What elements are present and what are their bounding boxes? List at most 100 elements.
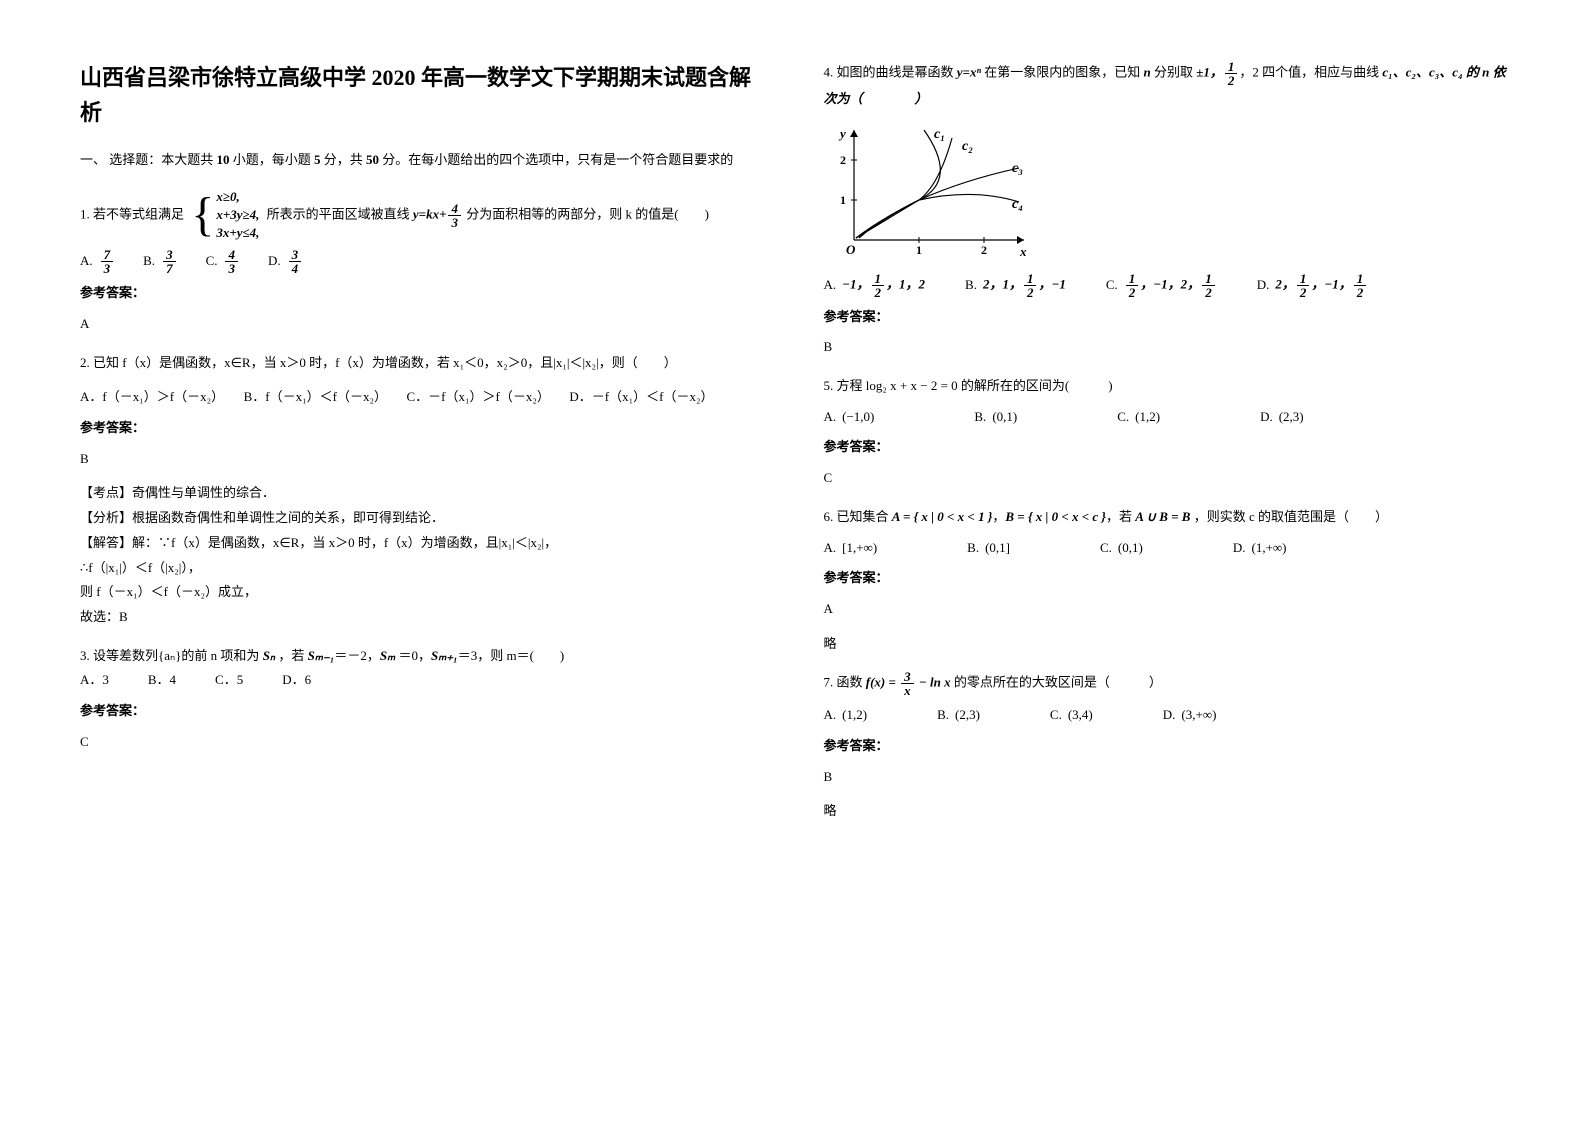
- q3-ans-label: 参考答案：: [80, 699, 764, 724]
- q4-d-tail: ，−1，: [1311, 276, 1351, 291]
- q7-a-lab: A.: [824, 703, 837, 728]
- question-4: 4. 如图的曲线是幂函数 y=xⁿ 在第一象限内的图象，已知 n 分别取 ±1，…: [824, 60, 1508, 360]
- q4-d-fn: 1: [1297, 272, 1310, 286]
- q1-b-d: 7: [163, 262, 176, 275]
- q7-fn: 3: [901, 670, 914, 684]
- q4-a-lab: A.: [824, 273, 837, 298]
- q3-opts: A．3 B．4 C．5 D．6: [80, 668, 764, 693]
- q4-mid2: 分别取: [1151, 64, 1197, 79]
- q1-sys-r1: x+3y≥4,: [216, 206, 259, 224]
- q7-mid: − ln x: [916, 675, 951, 690]
- q7-ans: B: [824, 765, 1508, 790]
- q1-line-frac: 43: [448, 202, 461, 229]
- q7-b-t: (2,3): [955, 703, 980, 728]
- q5-opt-a: A.(−1,0): [824, 405, 875, 430]
- q6-opt-c: C.(0,1): [1100, 536, 1143, 561]
- svg-text:O: O: [846, 242, 856, 257]
- q4-a-fd: 2: [872, 286, 885, 299]
- q1-c-n: 4: [225, 248, 238, 262]
- q2-ans: B: [80, 447, 764, 472]
- q6-opt-b: B.(0,1]: [967, 536, 1010, 561]
- brace-icon: {: [191, 191, 214, 239]
- svg-text:1: 1: [916, 243, 922, 257]
- q1-c-d: 3: [225, 262, 238, 275]
- q7-opt-b: B.(2,3): [937, 703, 980, 728]
- q1-opt-d: D.34: [268, 248, 303, 275]
- q3-s0: 3. 设等差数列{aₙ}的前 n 项和为: [80, 648, 263, 663]
- q6-A: A = { x | 0 < x < 1 }: [892, 509, 993, 524]
- svg-text:c₄: c₄: [1012, 197, 1023, 212]
- question-6: 6. 已知集合 A = { x | 0 < x < 1 }，B = { x | …: [824, 505, 1508, 656]
- q4-b-t: 2，1，: [983, 276, 1022, 291]
- q7-c-lab: C.: [1050, 703, 1062, 728]
- svg-text:2: 2: [981, 243, 987, 257]
- q4-c-lab: C.: [1106, 273, 1118, 298]
- q4-c-f2d: 2: [1202, 286, 1215, 299]
- q6-opt-a: A.[1,+∞): [824, 536, 878, 561]
- q4-opt-c: C. 12，−1，2，12: [1106, 272, 1217, 299]
- q4-b-fd: 2: [1024, 286, 1037, 299]
- question-2: 2. 已知 f（x）是偶函数，x∈R，当 x＞0 时，f（x）为增函数，若 x₁…: [80, 351, 764, 630]
- q1-d-d: 4: [289, 262, 302, 275]
- q6-comma: ，: [992, 509, 1005, 524]
- q5-d-lab: D.: [1260, 405, 1273, 430]
- q5-ans-label: 参考答案：: [824, 435, 1508, 460]
- q5-opt-c: C.(1,2): [1117, 405, 1160, 430]
- q5-d-t: (2,3): [1279, 405, 1304, 430]
- q6-ans-label: 参考答案：: [824, 566, 1508, 591]
- q2-kd: 【考点】奇偶性与单调性的综合．: [80, 481, 764, 506]
- q1-opt-b: B.37: [143, 248, 177, 275]
- q6-ans: A: [824, 597, 1508, 622]
- q1-c-lab: C.: [206, 249, 218, 274]
- doc-title: 山西省吕梁市徐特立高级中学 2020 年高一数学文下学期期末试题含解析: [80, 60, 764, 130]
- q2-fx: 【分析】根据函数奇偶性和单调性之间的关系，即可得到结论．: [80, 506, 764, 531]
- q1-sys-r0: x≥0,: [216, 188, 259, 206]
- svg-text:1: 1: [840, 193, 846, 207]
- q7-d-lab: D.: [1163, 703, 1176, 728]
- section-intro: 一、 选择题：本大题共 10 小题，每小题 5 分，共 50 分。在每小题给出的…: [80, 148, 764, 171]
- question-5: 5. 方程 log₂ x + x − 2 = 0 的解所在的区间为( ) A.(…: [824, 374, 1508, 491]
- question-1: 1. 若不等式组满足 { x≥0, x+3y≥4, 3x+y≤4, 所表示的平面…: [80, 188, 764, 337]
- intro-t6: 分。在每小题给出的四个选项中，只有是一个符合题目要求的: [379, 152, 733, 167]
- question-7: 7. 函数 f(x) = 3x − ln x 的零点所在的大致区间是（ ） A.…: [824, 670, 1508, 824]
- intro-b5: 50: [366, 152, 379, 167]
- q4-d-f2n: 1: [1354, 272, 1367, 286]
- q4-graph: 1212Oxyc₁c₂c₃c₄: [824, 120, 1034, 260]
- q4-ans-label: 参考答案：: [824, 305, 1508, 330]
- q4-half-n: 1: [1225, 60, 1238, 74]
- q1-sys-r2: 3x+y≤4,: [216, 224, 259, 242]
- q1-opt-c: C. 43: [206, 248, 240, 275]
- q6-pre: 6. 已知集合: [824, 509, 892, 524]
- q5-b-lab: B.: [974, 405, 986, 430]
- q6-a-t: [1,+∞): [842, 536, 877, 561]
- q6-d-lab: D.: [1233, 536, 1246, 561]
- q2-jd1: 【解答】解：∵f（x）是偶函数，x∈R，当 x＞0 时，f（x）为增函数，且|x…: [80, 531, 764, 556]
- q7-pre: 7. 函数: [824, 675, 866, 690]
- q4-fn: y=xⁿ: [957, 64, 981, 79]
- q1-options: A.73 B.37 C.43 D.34: [80, 248, 764, 275]
- q2-ans-label: 参考答案：: [80, 416, 764, 441]
- q4-d-f2d: 2: [1354, 286, 1367, 299]
- q7-d-t: (3,+∞): [1181, 703, 1216, 728]
- q5-expr: log₂ x + x − 2 = 0: [866, 378, 958, 393]
- q3-s7: Sₘ₊₁: [431, 648, 458, 663]
- q7-options: A.(1,2) B.(2,3) C.(3,4) D.(3,+∞): [824, 703, 1508, 728]
- q1-b-n: 3: [163, 248, 176, 262]
- q6-c-lab: C.: [1100, 536, 1112, 561]
- q6-c-t: (0,1): [1118, 536, 1143, 561]
- q7-opt-c: C.(3,4): [1050, 703, 1093, 728]
- q4-c-f2n: 1: [1202, 272, 1215, 286]
- q6-options: A.[1,+∞) B.(0,1] C.(0,1) D.(1,+∞): [824, 536, 1508, 561]
- q4-vals: ±1，: [1196, 64, 1223, 79]
- question-3: 3. 设等差数列{aₙ}的前 n 项和为 Sₙ ，若 Sₘ₋₁＝－2，Sₘ ＝0…: [80, 644, 764, 755]
- left-column: 山西省吕梁市徐特立高级中学 2020 年高一数学文下学期期末试题含解析 一、 选…: [80, 60, 764, 838]
- q2-jd4: 故选：B: [80, 605, 764, 630]
- q3-s3: Sₘ₋₁: [308, 648, 335, 663]
- q6-tail: ，则实数 c 的取值范围是（ ）: [1190, 509, 1388, 524]
- q5-c-lab: C.: [1117, 405, 1129, 430]
- intro-t2: 小题，每小题: [230, 152, 315, 167]
- q4-c-mid: ，−1，2，: [1140, 276, 1200, 291]
- q7-opt-d: D.(3,+∞): [1163, 703, 1217, 728]
- q2-jd3: 则 f（－x₁）＜f（－x₂）成立，: [80, 580, 764, 605]
- q4-b-lab: B.: [965, 273, 977, 298]
